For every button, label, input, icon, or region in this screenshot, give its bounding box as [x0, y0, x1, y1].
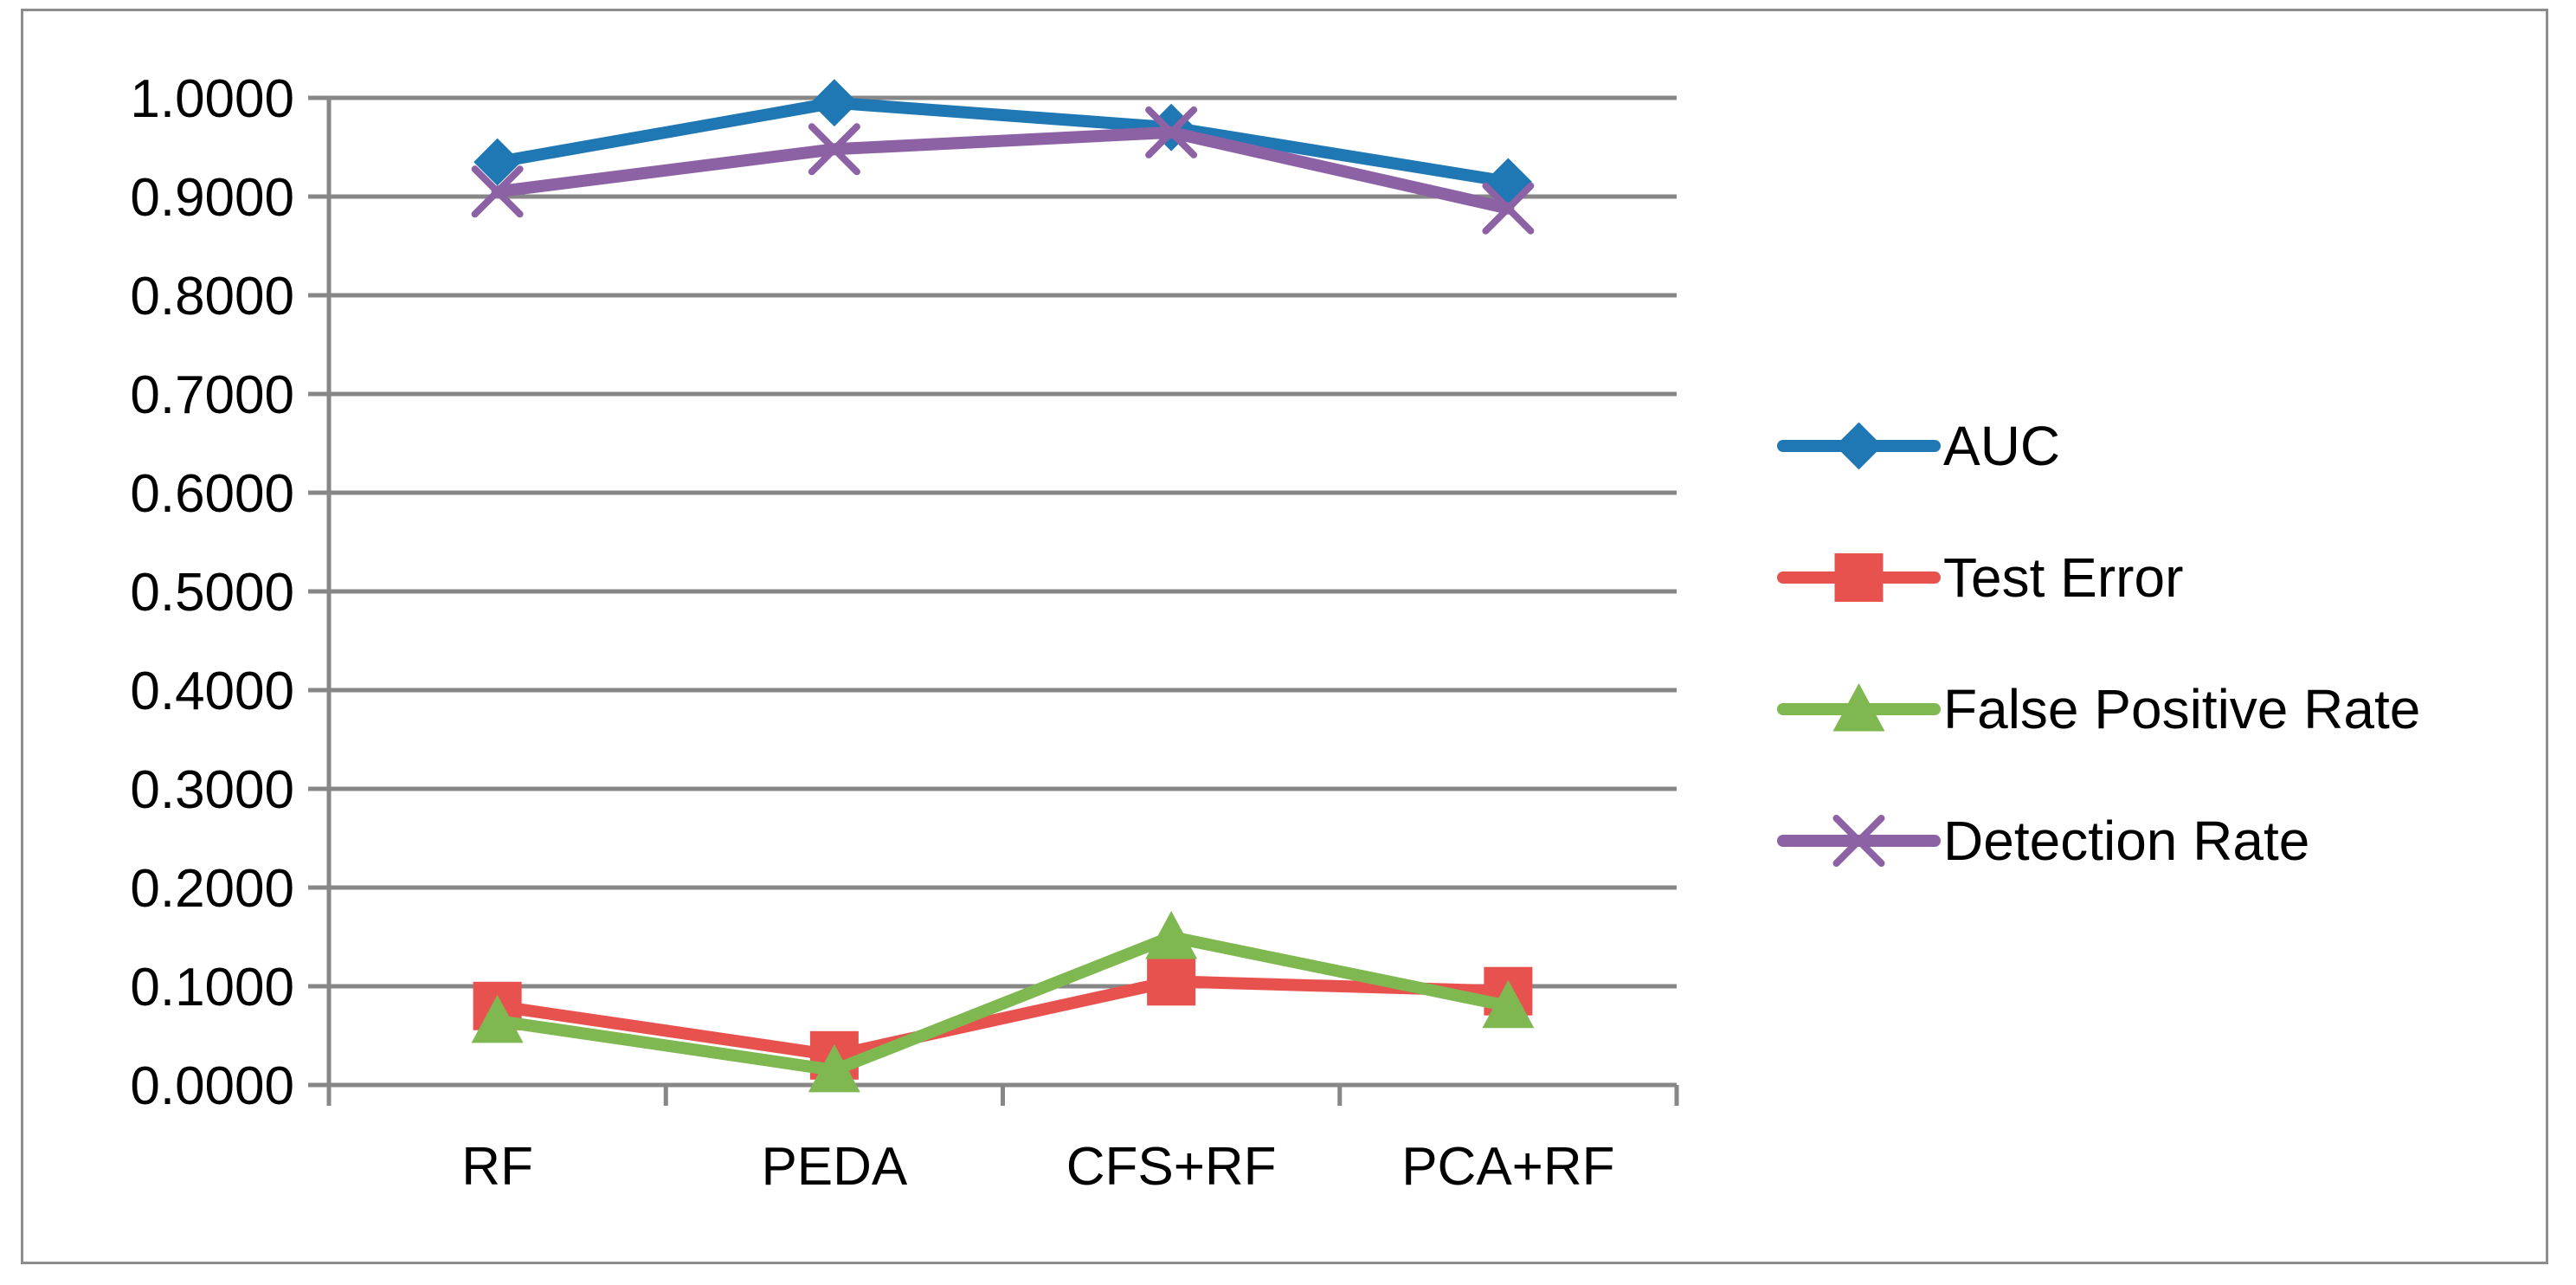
data-point-false-positive-rate: [808, 1043, 860, 1093]
x-tick-label: PEDA: [761, 1137, 907, 1197]
x-tick-label: CFS+RF: [1066, 1137, 1277, 1197]
chart-frame: [21, 9, 2548, 1264]
legend-label-auc: AUC: [1943, 415, 2060, 477]
series-line-test-error: [491, 975, 1515, 1062]
gridlines: [308, 95, 1677, 989]
data-point-false-positive-rate: [1482, 979, 1535, 1029]
x-tick-label: RF: [461, 1137, 533, 1197]
data-point-false-positive-rate: [471, 994, 524, 1043]
legend-marker-auc: [1835, 422, 1883, 470]
legend-label-detection-rate: Detection Rate: [1943, 810, 2309, 872]
legend: AUC Test Error False Positive Rate Detectio…: [1777, 415, 2420, 872]
y-tick-labels: 0.0000 0.1000 0.2000 0.3000 0.4000 0.5000 0.60…: [130, 69, 294, 1116]
y-tick-label: 0.2000: [130, 859, 294, 919]
series-line-detection-rate: [491, 126, 1515, 215]
data-point-detection-rate: [808, 123, 860, 176]
data-point-detection-rate: [1145, 106, 1198, 158]
x-tick-label: PCA+RF: [1401, 1137, 1614, 1197]
legend-label-false-positive-rate: False Positive Rate: [1943, 678, 2420, 740]
data-point-auc: [473, 138, 522, 186]
series-lines: [471, 79, 1535, 1093]
legend-marker-test-error: [1834, 553, 1884, 602]
data-point-detection-rate: [1482, 182, 1535, 235]
x-tick-labels: RF PEDA CFS+RF PCA+RF: [461, 1137, 1614, 1197]
y-tick-label: 0.9000: [130, 168, 294, 228]
series-line-false-positive-rate: [491, 931, 1515, 1076]
data-point-detection-rate: [471, 165, 524, 218]
y-tick-label: 0.0000: [130, 1056, 294, 1116]
series-line-auc: [491, 96, 1515, 188]
legend-label-test-error: Test Error: [1943, 546, 2183, 609]
y-tick-label: 1.0000: [130, 69, 294, 129]
y-tick-label: 0.4000: [130, 662, 294, 721]
y-tick-label: 0.1000: [130, 958, 294, 1017]
legend-marker-detection-rate: [1832, 815, 1885, 867]
data-point-auc: [810, 79, 859, 127]
y-tick-label: 0.6000: [130, 464, 294, 524]
y-tick-label: 0.7000: [130, 365, 294, 425]
axes: [308, 96, 1679, 1106]
y-tick-label: 0.5000: [130, 563, 294, 623]
y-tick-label: 0.8000: [130, 267, 294, 326]
y-tick-label: 0.3000: [130, 760, 294, 820]
data-point-false-positive-rate: [1145, 911, 1198, 959]
legend-marker-false-positive-rate: [1832, 683, 1885, 732]
data-point-test-error: [1147, 957, 1196, 1006]
